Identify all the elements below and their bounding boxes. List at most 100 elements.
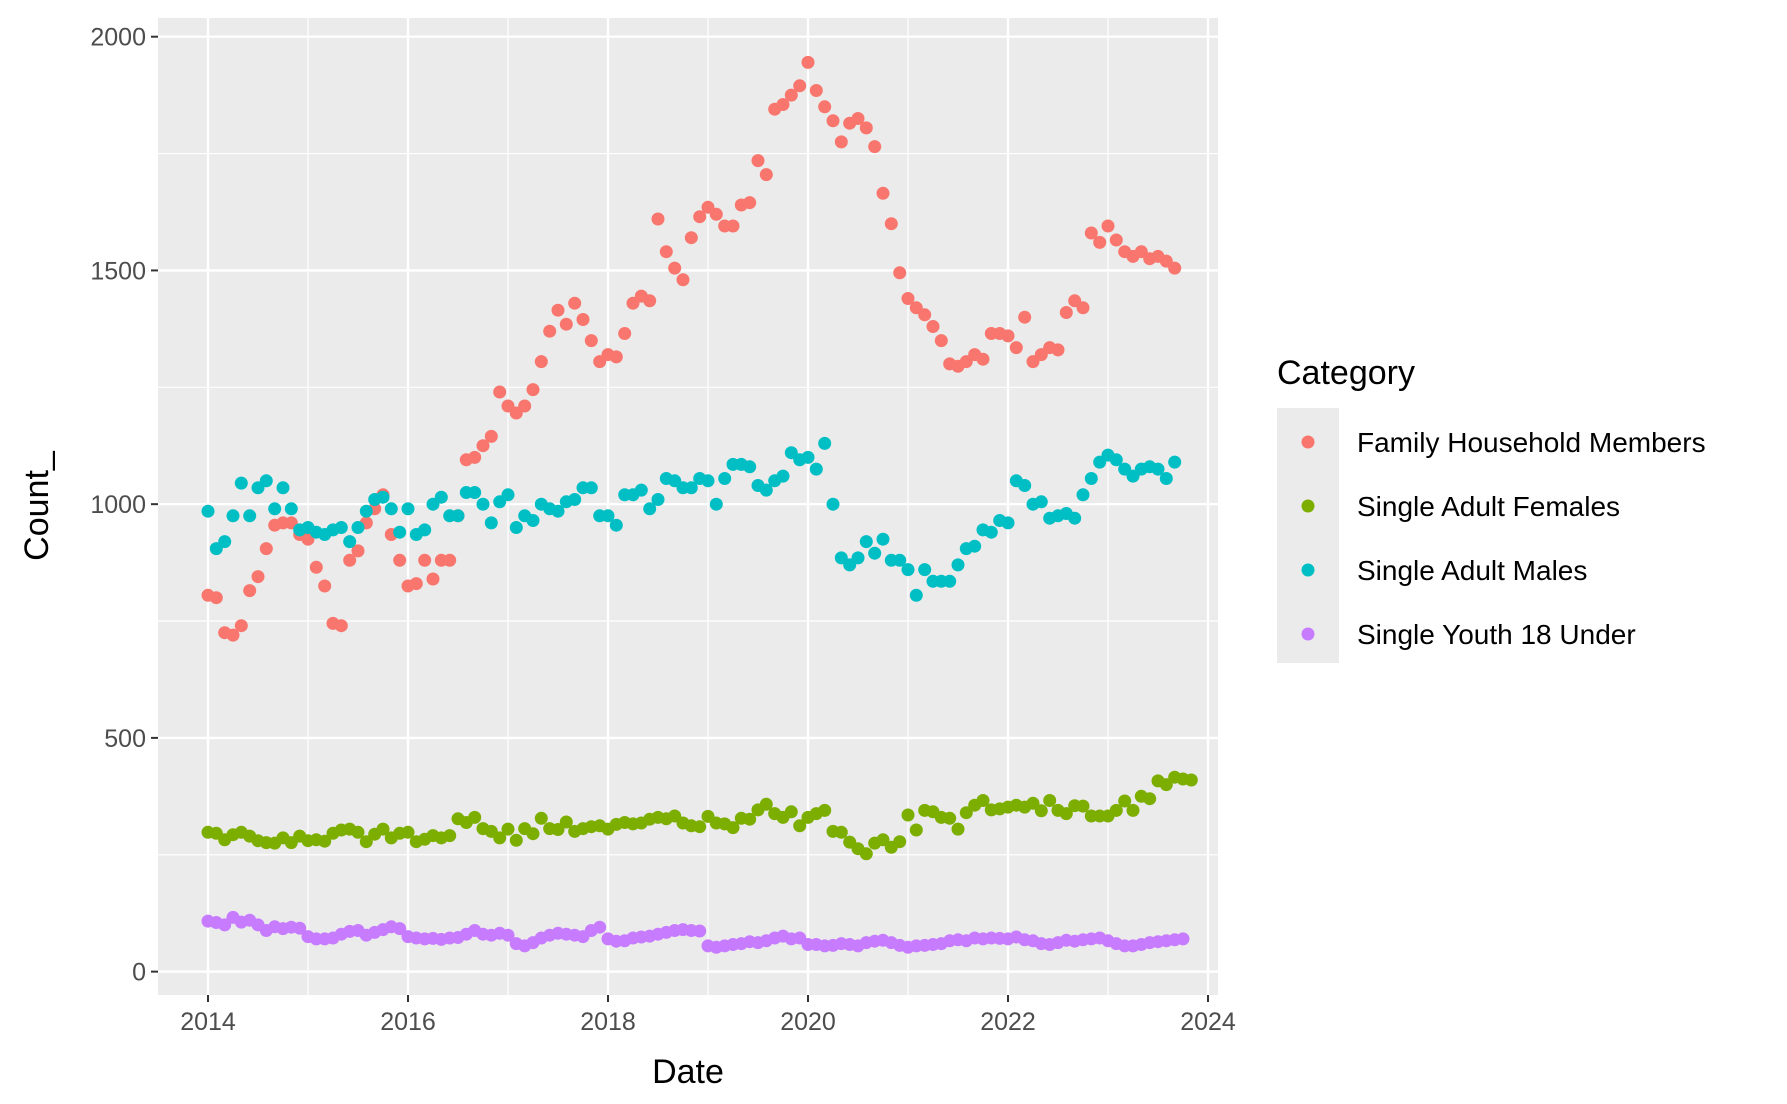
data-point: [693, 210, 707, 224]
data-point: [426, 572, 440, 586]
data-point: [1076, 488, 1090, 502]
y-tick-label: 1000: [90, 491, 146, 519]
data-point: [209, 591, 223, 605]
data-point: [559, 317, 573, 331]
data-point: [1118, 794, 1132, 808]
data-point: [376, 490, 390, 504]
data-point: [484, 516, 498, 530]
data-point: [309, 560, 323, 574]
x-tick-label: 2014: [180, 1008, 236, 1036]
data-point: [901, 808, 915, 822]
legend: Category Family Household Members Single …: [1277, 354, 1706, 663]
data-point: [826, 497, 840, 511]
data-point: [468, 486, 482, 499]
data-point: [1076, 799, 1090, 813]
data-point: [526, 383, 540, 397]
y-tick-label: 0: [132, 959, 146, 987]
data-point: [543, 324, 557, 338]
data-point: [1109, 233, 1123, 247]
data-point: [1034, 495, 1048, 509]
x-tick-label: 2020: [780, 1008, 836, 1036]
data-point: [293, 921, 307, 935]
data-point: [759, 168, 773, 182]
data-point: [601, 509, 615, 523]
data-point: [468, 450, 482, 464]
x-tick-labels: 2014 2016 2018 2020 2022 2024: [180, 1008, 1236, 1036]
data-point: [1109, 453, 1123, 467]
data-point: [243, 584, 257, 598]
data-point: [1018, 310, 1032, 324]
data-point: [984, 525, 998, 539]
data-point: [909, 823, 923, 837]
data-point: [243, 509, 257, 523]
legend-label: Single Adult Females: [1357, 491, 1620, 522]
data-point: [643, 294, 657, 308]
data-point: [851, 112, 865, 125]
data-point: [684, 481, 698, 495]
data-point: [618, 327, 632, 340]
data-point: [226, 509, 240, 523]
data-point: [268, 502, 282, 516]
data-point: [443, 829, 457, 843]
data-point: [551, 823, 565, 836]
data-point: [1018, 479, 1032, 492]
data-point: [376, 822, 390, 836]
minor-grid: [158, 18, 1218, 995]
data-point: [809, 84, 823, 97]
data-point: [218, 535, 232, 549]
x-tick-label: 2022: [980, 1008, 1036, 1036]
data-point: [801, 450, 815, 464]
data-point: [884, 217, 898, 231]
data-point: [609, 350, 623, 364]
data-point: [1126, 803, 1140, 817]
data-point: [818, 803, 832, 817]
data-point: [334, 521, 348, 534]
data-point: [918, 563, 932, 577]
data-point: [876, 833, 890, 847]
legend-key: [1301, 499, 1315, 513]
data-point: [659, 245, 673, 259]
data-point: [251, 570, 265, 584]
data-point: [968, 539, 982, 553]
data-point: [434, 490, 448, 504]
x-tick-label: 2018: [580, 1008, 636, 1036]
data-point: [226, 628, 240, 642]
data-point: [393, 525, 407, 539]
data-point: [676, 273, 690, 287]
data-point: [493, 831, 507, 845]
data-point: [1034, 804, 1048, 818]
data-point: [418, 553, 432, 567]
data-point: [951, 822, 965, 836]
data-point: [693, 924, 707, 938]
data-point: [318, 834, 332, 848]
data-point: [259, 474, 273, 488]
data-point: [718, 472, 732, 485]
data-point: [509, 521, 523, 534]
data-point: [484, 429, 498, 443]
data-point: [726, 219, 740, 233]
data-point: [909, 588, 923, 602]
data-point: [893, 266, 907, 280]
data-point: [776, 98, 790, 111]
data-point: [476, 497, 490, 511]
data-point: [893, 553, 907, 567]
data-point: [951, 558, 965, 572]
data-point: [493, 385, 507, 399]
data-point: [351, 825, 365, 839]
data-point: [1109, 803, 1123, 817]
legend-key-background: [1277, 408, 1339, 663]
data-point: [509, 833, 523, 847]
data-point: [1043, 794, 1057, 807]
legend-label: Single Youth 18 Under: [1357, 619, 1636, 650]
data-point: [568, 296, 582, 310]
data-point: [693, 820, 707, 834]
data-point: [359, 835, 373, 849]
data-point: [701, 474, 715, 488]
data-point: [1176, 932, 1190, 946]
data-point: [276, 481, 290, 495]
data-point: [1059, 306, 1073, 319]
data-point: [784, 805, 798, 819]
data-point: [784, 88, 798, 102]
data-point: [1001, 516, 1015, 530]
data-point: [801, 55, 815, 69]
